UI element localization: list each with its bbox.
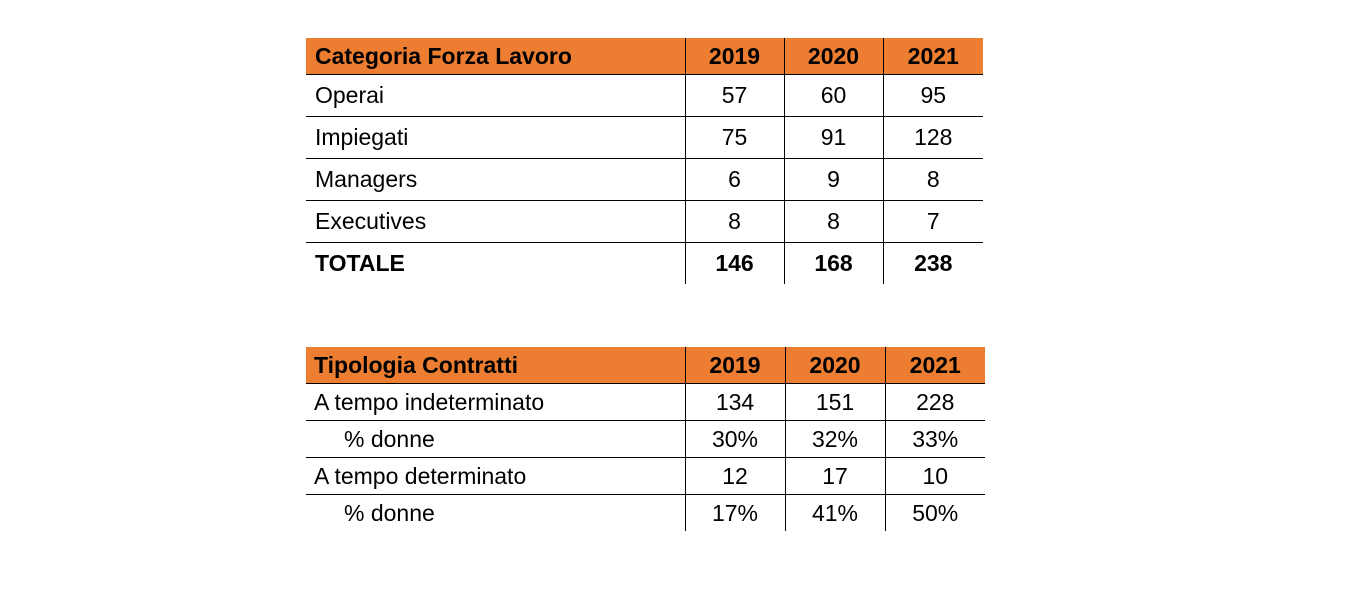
cell-total-value: 238 <box>882 242 983 284</box>
column-header-2021: 2021 <box>884 347 985 384</box>
cell-value: 7 <box>882 200 983 243</box>
cell-value: 30% <box>684 420 785 458</box>
row-label-executives: Executives <box>306 200 685 243</box>
cell-value: 228 <box>884 383 985 421</box>
cell-value: 17 <box>784 457 885 495</box>
cell-value: 91 <box>783 116 883 159</box>
column-header-contract-type: Tipologia Contratti <box>306 347 685 384</box>
row-label-totale: TOTALE <box>306 242 685 284</box>
column-header-2020: 2020 <box>784 347 885 384</box>
row-label-permanent-women-pct: % donne <box>306 420 685 458</box>
cell-value: 60 <box>783 74 883 117</box>
workforce-category-table: Categoria Forza Lavoro 2019 2020 2021 Op… <box>306 38 983 284</box>
cell-value: 17% <box>684 494 785 531</box>
cell-value: 41% <box>784 494 885 531</box>
row-label-managers: Managers <box>306 158 685 201</box>
row-label-permanent: A tempo indeterminato <box>306 383 685 421</box>
cell-value: 33% <box>884 420 985 458</box>
column-header-category: Categoria Forza Lavoro <box>306 38 685 75</box>
table-row: Operai 57 60 95 <box>306 74 983 117</box>
cell-value: 32% <box>784 420 885 458</box>
cell-value: 95 <box>882 74 983 117</box>
cell-value: 12 <box>684 457 785 495</box>
total-row: TOTALE 146 168 238 <box>306 242 983 284</box>
cell-value: 134 <box>684 383 785 421</box>
table-row: A tempo determinato 12 17 10 <box>306 457 985 495</box>
column-header-2020: 2020 <box>783 38 883 75</box>
table-row: Impiegati 75 91 128 <box>306 116 983 159</box>
contract-type-table: Tipologia Contratti 2019 2020 2021 A tem… <box>306 347 985 531</box>
table-header-row: Categoria Forza Lavoro 2019 2020 2021 <box>306 38 983 75</box>
row-label-impiegati: Impiegati <box>306 116 685 159</box>
cell-value: 50% <box>884 494 985 531</box>
table-row: % donne 30% 32% 33% <box>306 420 985 458</box>
column-header-2021: 2021 <box>882 38 983 75</box>
cell-value: 10 <box>884 457 985 495</box>
table-row: Executives 8 8 7 <box>306 200 983 243</box>
row-label-fixed-term: A tempo determinato <box>306 457 685 495</box>
cell-value: 75 <box>684 116 784 159</box>
column-header-2019: 2019 <box>684 38 784 75</box>
cell-value: 151 <box>784 383 885 421</box>
table-row: A tempo indeterminato 134 151 228 <box>306 383 985 421</box>
cell-value: 8 <box>783 200 883 243</box>
cell-value: 57 <box>684 74 784 117</box>
cell-value: 6 <box>684 158 784 201</box>
table-row: Managers 6 9 8 <box>306 158 983 201</box>
cell-value: 9 <box>783 158 883 201</box>
cell-value: 128 <box>882 116 983 159</box>
table-header-row: Tipologia Contratti 2019 2020 2021 <box>306 347 985 384</box>
row-label-fixed-term-women-pct: % donne <box>306 494 685 531</box>
cell-total-value: 168 <box>783 242 883 284</box>
cell-value: 8 <box>882 158 983 201</box>
row-label-operai: Operai <box>306 74 685 117</box>
column-header-2019: 2019 <box>684 347 785 384</box>
cell-total-value: 146 <box>684 242 784 284</box>
cell-value: 8 <box>684 200 784 243</box>
table-row: % donne 17% 41% 50% <box>306 494 985 531</box>
